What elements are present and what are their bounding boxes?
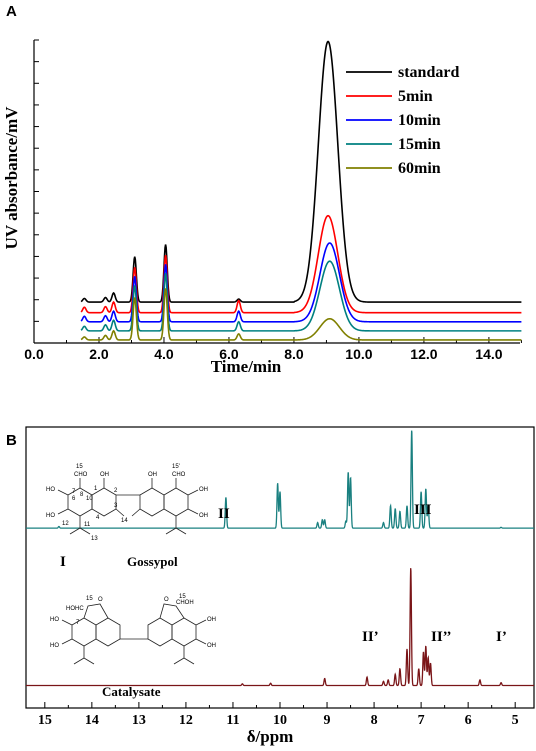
svg-text:11: 11	[84, 522, 91, 528]
chart-a-x-tick-label: 8.0	[284, 346, 304, 362]
chart-a-x-tick-label: 6.0	[219, 346, 239, 362]
gossypol-structure-atom-labels: CHO OH OH CHO 15 15' HO HO OH OH 10 1 2 …	[46, 464, 208, 542]
svg-text:7: 7	[76, 620, 80, 626]
catalysate-structure-atom-labels: HOHC O 15 O CHOH 15 HO HO OH OH 7	[50, 594, 216, 649]
svg-text:1: 1	[94, 486, 98, 492]
svg-text:15': 15'	[172, 464, 180, 470]
chart-b-x-tick-label: 10	[273, 713, 287, 728]
compound-name-gossypol: Gossypol	[127, 554, 178, 569]
svg-text:HO: HO	[50, 643, 59, 649]
svg-text:OH: OH	[100, 472, 109, 478]
svg-text:10: 10	[86, 496, 93, 502]
chart-b-x-tick-label: 8	[371, 713, 378, 728]
svg-text:7: 7	[72, 489, 76, 495]
chart-b-series-line-Gossypol	[26, 430, 534, 529]
legend-label-15min: 15min	[398, 136, 441, 153]
chart-a-x-tick-label: 2.0	[89, 346, 109, 362]
chart-a-x-tick-label: 12.0	[410, 346, 437, 362]
chart-a-series-line-10min	[80, 242, 522, 323]
chart-b-x-tick-labels: 15 14 13 12 11 10 9 8 7 6 5	[38, 713, 519, 728]
svg-text:15: 15	[76, 464, 83, 470]
peak-label-i-prime: I’	[496, 629, 507, 645]
chart-b-series-line-Catalysate	[26, 568, 534, 687]
chart-a-x-axis-title: Time/min	[211, 357, 282, 376]
chart-a-series-line-standard	[80, 40, 522, 303]
panel-b-label: B	[6, 432, 17, 449]
chart-b-x-tick-label: 14	[85, 713, 99, 728]
svg-text:HO: HO	[50, 617, 59, 623]
chart-a-legend: standard 5min 10min 15min 60min	[346, 64, 459, 177]
chart-b-x-tick-label: 12	[179, 713, 193, 728]
legend-label-5min: 5min	[398, 88, 433, 105]
catalysate-structure-drawing	[61, 603, 207, 665]
peak-label-i: I	[60, 554, 66, 570]
svg-text:15: 15	[86, 596, 93, 602]
panel-a-label: A	[6, 3, 17, 20]
peak-label-ii-prime: II’	[362, 629, 379, 645]
svg-text:CHOH: CHOH	[176, 600, 194, 606]
chart-a-x-tick-label: 4.0	[154, 346, 174, 362]
chart-b-x-tick-label: 9	[324, 713, 331, 728]
chart-b-x-tick-label: 5	[512, 713, 519, 728]
legend-label-60min: 60min	[398, 160, 441, 177]
svg-text:HO: HO	[46, 513, 55, 519]
chart-a-series-line-5min	[80, 214, 522, 314]
svg-text:4: 4	[96, 515, 100, 521]
svg-text:HOHC: HOHC	[66, 606, 84, 612]
svg-text:8: 8	[80, 492, 84, 498]
chart-a-x-tick-label: 10.0	[345, 346, 372, 362]
chart-b-x-tick-label: 6	[465, 713, 472, 728]
chart-a-x-tick-label: 14.0	[475, 346, 502, 362]
chart-a-axes	[33, 40, 520, 344]
svg-text:OH: OH	[199, 487, 208, 493]
chart-b-x-tick-label: 7	[418, 713, 425, 728]
chart-b-x-ticks	[44, 702, 516, 708]
gossypol-structure-drawing	[57, 478, 199, 535]
chart-a-y-ticks	[34, 39, 39, 322]
chart-b-x-tick-label: 15	[38, 713, 52, 728]
svg-text:3: 3	[114, 503, 118, 509]
svg-text:O: O	[98, 597, 103, 603]
svg-text:OH: OH	[207, 643, 216, 649]
chart-a-y-axis-title: UV absorbance/mV	[2, 106, 21, 249]
chart-b-x-axis-title: δ/ppm	[247, 727, 294, 746]
svg-text:OH: OH	[148, 472, 157, 478]
peak-label-iii: III	[414, 502, 432, 518]
peak-label-ii: II	[218, 506, 230, 522]
legend-label-standard: standard	[398, 64, 459, 81]
peak-label-ii-double-prime: II’’	[431, 629, 452, 645]
chart-b-x-tick-label: 11	[226, 713, 239, 728]
svg-text:13: 13	[91, 536, 98, 542]
svg-text:6: 6	[72, 496, 76, 502]
svg-text:2: 2	[114, 488, 118, 494]
svg-text:OH: OH	[207, 617, 216, 623]
chart-a-series-line-60min	[80, 288, 522, 341]
chart-a-x-tick-label: 0.0	[24, 346, 44, 362]
svg-text:12: 12	[62, 521, 69, 527]
chart-a-x-tick-labels: 0.0 2.0 4.0 6.0 8.0 10.0 12.0 14.0	[24, 346, 502, 362]
chart-b-x-tick-label: 13	[132, 713, 146, 728]
svg-text:14: 14	[121, 518, 128, 524]
chart-b-series	[26, 430, 534, 687]
chart-a-series	[80, 40, 522, 341]
svg-text:15: 15	[179, 594, 186, 600]
chart-a-series-line-15min	[80, 260, 522, 332]
svg-text:OH: OH	[199, 513, 208, 519]
svg-text:CHO: CHO	[74, 472, 88, 478]
compound-name-catalysate: Catalysate	[102, 684, 161, 699]
svg-text:CHO: CHO	[172, 472, 186, 478]
svg-text:HO: HO	[46, 487, 55, 493]
legend-label-10min: 10min	[398, 112, 441, 129]
svg-text:O: O	[164, 597, 169, 603]
chart-b-frame	[25, 426, 535, 709]
